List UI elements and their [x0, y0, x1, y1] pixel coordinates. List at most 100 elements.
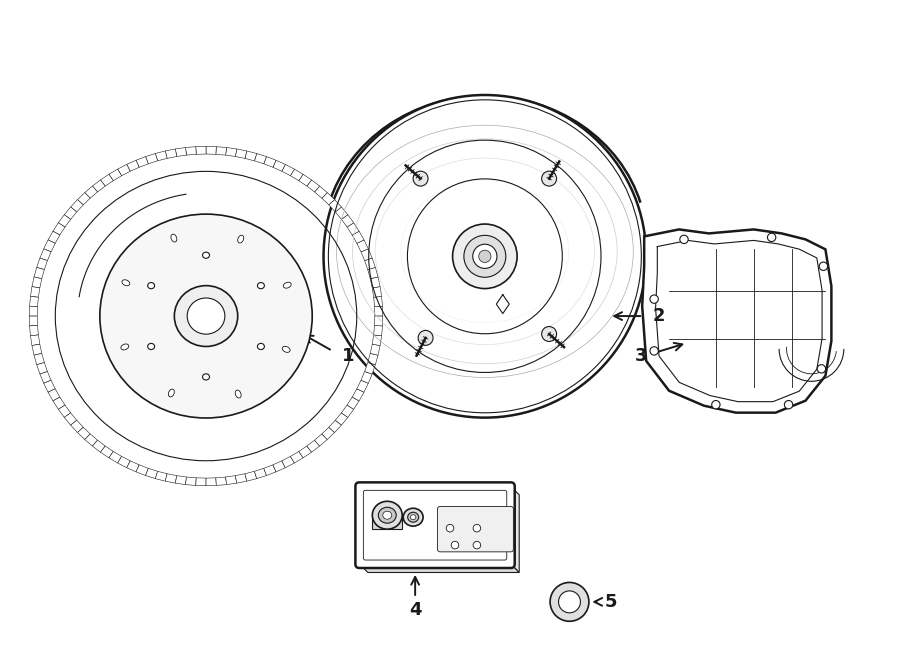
Polygon shape — [37, 362, 48, 374]
Polygon shape — [206, 146, 216, 154]
Ellipse shape — [410, 515, 416, 520]
Polygon shape — [101, 446, 113, 458]
Polygon shape — [299, 175, 311, 186]
Circle shape — [819, 262, 828, 270]
Polygon shape — [307, 440, 320, 452]
Polygon shape — [185, 147, 196, 155]
Ellipse shape — [148, 282, 155, 289]
Text: 1: 1 — [342, 347, 355, 365]
Polygon shape — [373, 335, 382, 346]
Ellipse shape — [283, 346, 290, 352]
Polygon shape — [226, 147, 237, 157]
Polygon shape — [34, 268, 44, 279]
Polygon shape — [273, 160, 285, 171]
Polygon shape — [291, 451, 303, 463]
Ellipse shape — [323, 95, 646, 418]
Polygon shape — [30, 306, 38, 316]
Polygon shape — [109, 169, 122, 180]
Polygon shape — [307, 180, 320, 192]
Polygon shape — [196, 478, 206, 486]
Circle shape — [768, 233, 776, 241]
Polygon shape — [146, 469, 158, 479]
Polygon shape — [314, 186, 328, 198]
Polygon shape — [341, 405, 354, 417]
Circle shape — [712, 401, 720, 409]
Polygon shape — [118, 456, 130, 468]
Polygon shape — [93, 440, 105, 452]
Polygon shape — [245, 151, 256, 161]
Text: 2: 2 — [652, 307, 665, 325]
Polygon shape — [322, 427, 335, 440]
Circle shape — [542, 171, 556, 186]
Polygon shape — [118, 165, 130, 176]
Polygon shape — [347, 223, 359, 235]
Polygon shape — [85, 186, 97, 198]
Polygon shape — [364, 258, 375, 270]
Polygon shape — [44, 380, 55, 392]
Polygon shape — [196, 146, 206, 154]
Polygon shape — [77, 192, 90, 205]
Polygon shape — [374, 296, 382, 307]
Polygon shape — [255, 469, 266, 479]
Polygon shape — [176, 147, 186, 157]
Polygon shape — [77, 427, 90, 440]
FancyBboxPatch shape — [356, 483, 515, 568]
Polygon shape — [299, 446, 311, 458]
Polygon shape — [48, 389, 60, 401]
Polygon shape — [374, 325, 382, 336]
Circle shape — [817, 365, 825, 373]
Polygon shape — [58, 405, 70, 417]
Polygon shape — [58, 215, 70, 227]
Polygon shape — [347, 397, 359, 409]
Ellipse shape — [382, 511, 392, 519]
Polygon shape — [357, 380, 368, 392]
Ellipse shape — [168, 389, 175, 397]
Polygon shape — [48, 231, 60, 243]
Polygon shape — [30, 316, 38, 326]
Circle shape — [473, 541, 481, 549]
Polygon shape — [109, 451, 122, 463]
Polygon shape — [352, 389, 364, 401]
Ellipse shape — [257, 344, 265, 350]
Polygon shape — [255, 153, 266, 164]
Polygon shape — [30, 325, 39, 336]
Circle shape — [479, 250, 491, 262]
Ellipse shape — [187, 298, 225, 334]
Polygon shape — [357, 240, 368, 252]
Polygon shape — [136, 465, 149, 475]
Circle shape — [418, 330, 433, 345]
Polygon shape — [127, 461, 140, 472]
Polygon shape — [370, 344, 380, 355]
Circle shape — [559, 591, 580, 613]
Polygon shape — [101, 175, 113, 186]
Ellipse shape — [175, 286, 238, 346]
Polygon shape — [374, 306, 382, 316]
Polygon shape — [643, 229, 832, 412]
Polygon shape — [328, 420, 341, 432]
Circle shape — [650, 347, 658, 355]
Circle shape — [785, 401, 793, 409]
Polygon shape — [146, 153, 158, 164]
Polygon shape — [206, 478, 216, 486]
Polygon shape — [368, 354, 378, 365]
Polygon shape — [510, 486, 519, 572]
Ellipse shape — [373, 501, 402, 529]
Polygon shape — [70, 200, 84, 212]
Ellipse shape — [122, 280, 130, 286]
Ellipse shape — [171, 234, 176, 242]
Polygon shape — [264, 465, 276, 475]
Circle shape — [473, 524, 481, 532]
Polygon shape — [156, 471, 167, 481]
Polygon shape — [373, 287, 382, 297]
Polygon shape — [127, 160, 140, 171]
Ellipse shape — [403, 508, 423, 526]
Polygon shape — [370, 277, 380, 288]
Circle shape — [680, 235, 688, 243]
Ellipse shape — [100, 214, 312, 418]
Circle shape — [650, 295, 658, 303]
Circle shape — [550, 582, 589, 621]
Polygon shape — [64, 207, 76, 219]
Ellipse shape — [238, 235, 244, 243]
Circle shape — [451, 541, 459, 549]
Ellipse shape — [35, 151, 377, 481]
